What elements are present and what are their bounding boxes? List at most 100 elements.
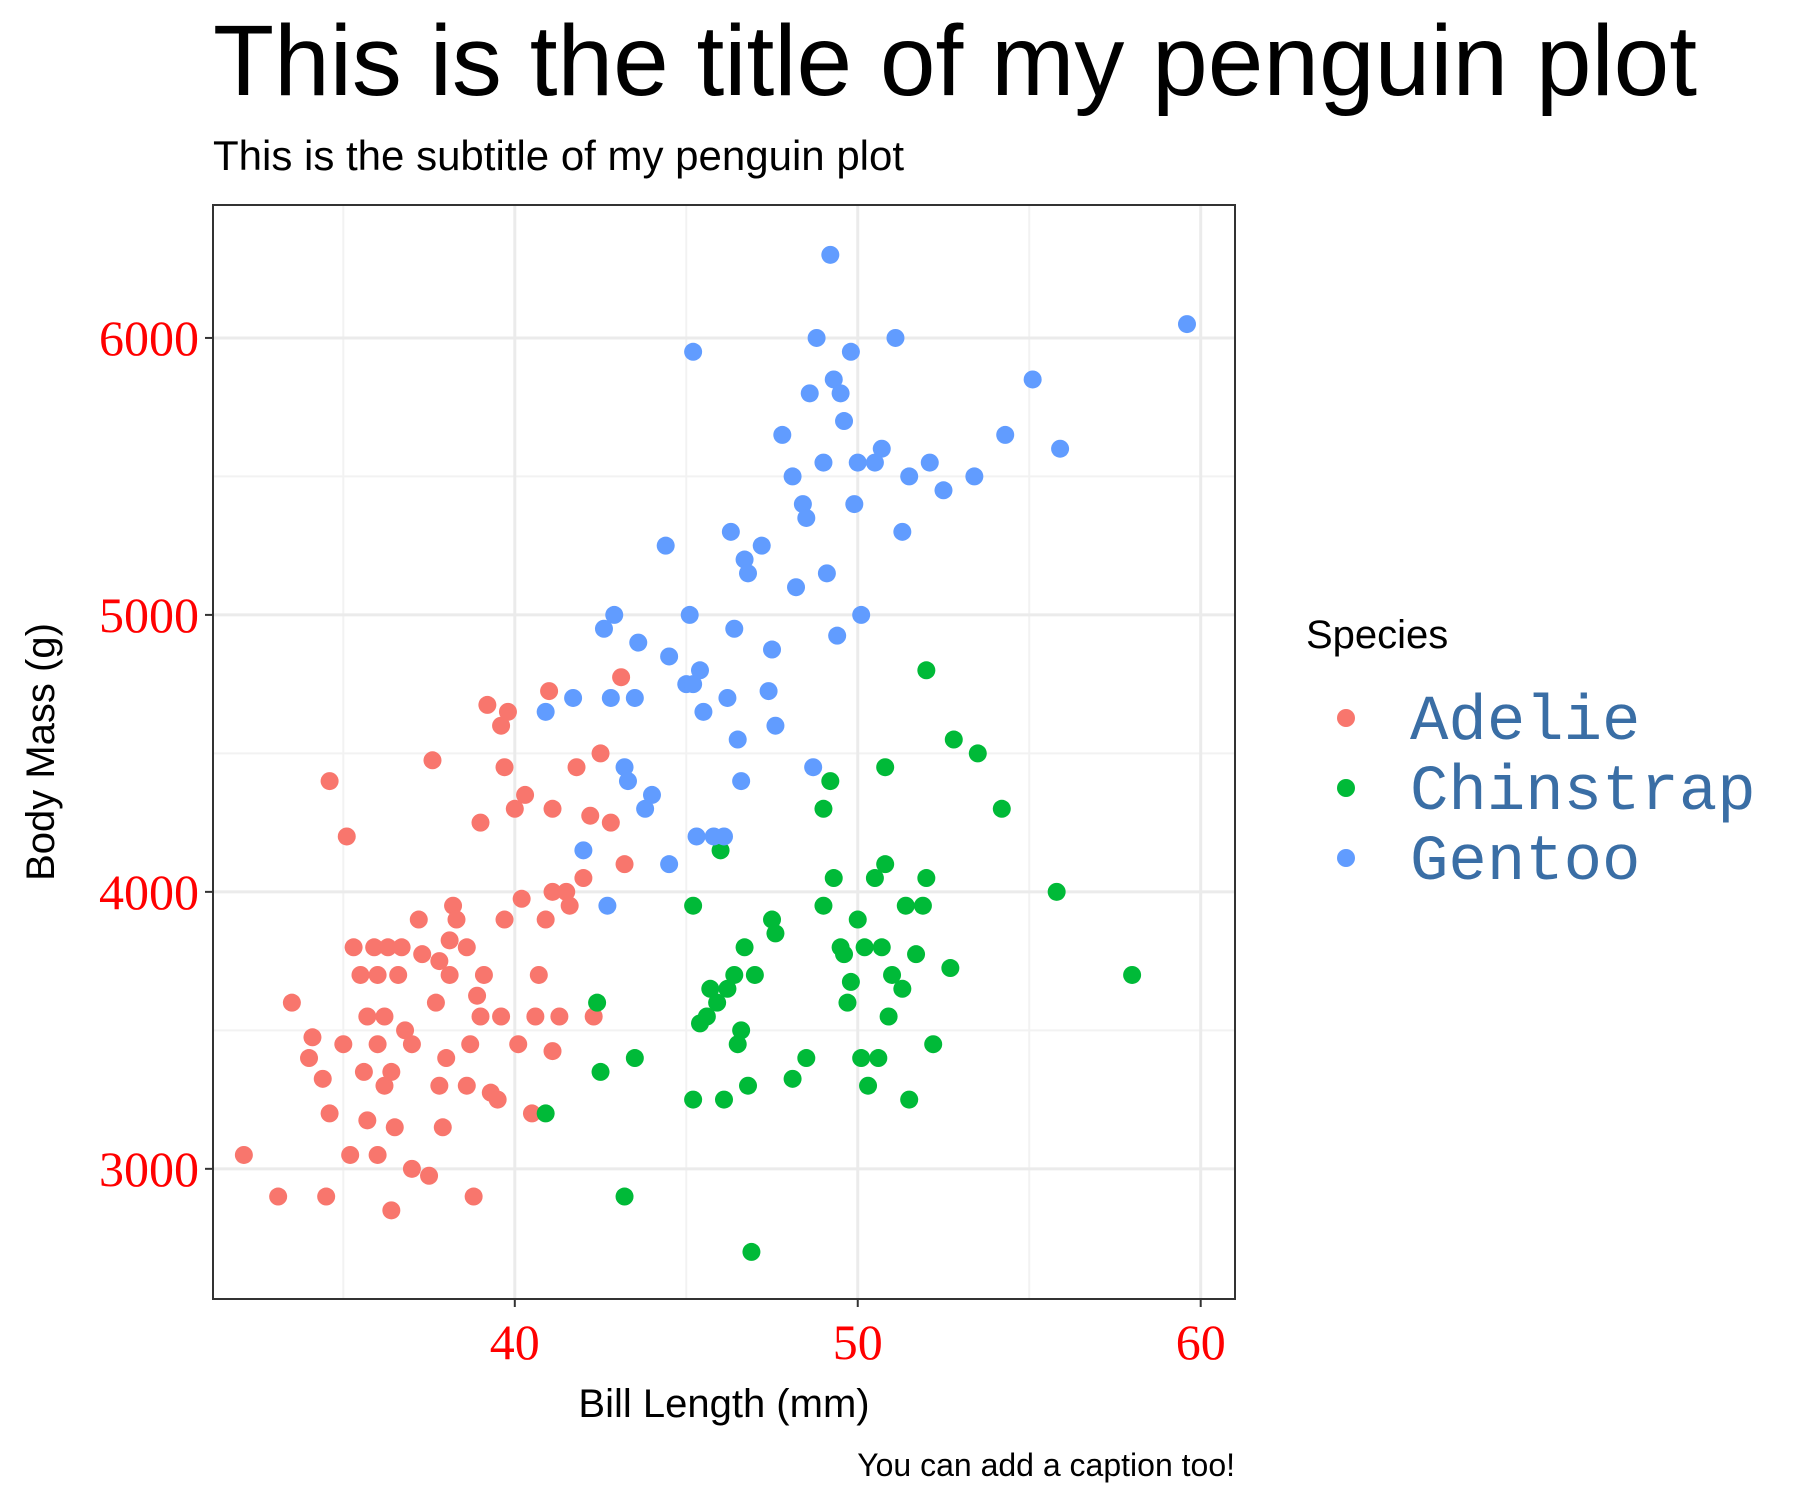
data-point-adelie [550, 1007, 569, 1026]
data-point-gentoo [732, 772, 751, 791]
data-point-adelie [341, 1145, 360, 1164]
data-point-chinstrap [1047, 882, 1066, 901]
data-point-adelie [584, 1007, 603, 1026]
data-point-adelie [368, 1035, 387, 1054]
data-point-gentoo [817, 564, 836, 583]
data-point-chinstrap [701, 979, 720, 998]
data-point-chinstrap [992, 799, 1011, 818]
data-point-adelie [543, 882, 562, 901]
data-point-adelie [612, 668, 631, 687]
data-point-chinstrap [913, 896, 932, 915]
data-point-chinstrap [728, 1035, 747, 1054]
data-point-chinstrap [838, 993, 857, 1012]
data-point-chinstrap [900, 1090, 919, 1109]
data-point-adelie [495, 758, 514, 777]
data-point-chinstrap [848, 910, 867, 929]
data-point-gentoo [574, 841, 593, 860]
y-tick-label: 5000 [99, 587, 199, 643]
y-axis-title: Body Mass (g) [19, 623, 63, 881]
data-point-gentoo [694, 702, 713, 721]
y-tick-label: 4000 [99, 864, 199, 920]
data-point-adelie [437, 1049, 456, 1068]
legend-key-gentoo [1337, 849, 1355, 867]
data-point-gentoo [721, 522, 740, 541]
plot-background [213, 205, 1235, 1299]
data-point-gentoo [687, 827, 706, 846]
data-point-adelie [385, 1118, 404, 1137]
data-point-adelie [522, 1104, 541, 1123]
data-point-chinstrap [883, 965, 902, 984]
data-point-gentoo [725, 619, 744, 638]
data-point-gentoo [807, 328, 826, 347]
data-point-adelie [426, 993, 445, 1012]
data-point-adelie [368, 965, 387, 984]
data-point-adelie [615, 855, 634, 874]
data-point-gentoo [845, 495, 864, 514]
data-point-gentoo [763, 640, 782, 659]
data-point-adelie [420, 1166, 439, 1185]
data-point-adelie [402, 1035, 421, 1054]
data-point-gentoo [636, 799, 655, 818]
data-point-chinstrap [783, 1069, 802, 1088]
data-point-adelie [478, 695, 497, 714]
data-point-adelie [375, 1076, 394, 1095]
data-point-adelie [413, 945, 432, 964]
data-point-adelie [430, 952, 449, 971]
data-point-gentoo [872, 439, 891, 458]
data-point-gentoo [690, 661, 709, 680]
data-point-chinstrap [697, 1007, 716, 1026]
data-point-adelie [567, 758, 586, 777]
data-point-gentoo [1177, 315, 1196, 334]
legend-label-chinstrap: Chinstrap [1410, 757, 1756, 829]
data-point-adelie [444, 896, 463, 915]
data-point-adelie [396, 1021, 415, 1040]
data-point-chinstrap [766, 924, 785, 943]
data-point-gentoo [536, 702, 555, 721]
data-point-gentoo [715, 827, 733, 846]
x-tick-label: 40 [490, 1314, 540, 1370]
data-point-adelie [574, 869, 593, 888]
data-point-adelie [269, 1187, 288, 1206]
major-gridlines [213, 205, 1235, 1299]
data-point-adelie [375, 1007, 394, 1026]
data-point-gentoo [821, 245, 840, 264]
data-point-adelie [300, 1049, 319, 1068]
chart-caption: You can add a caption too! [857, 1447, 1235, 1483]
data-point-gentoo [660, 647, 679, 666]
data-point-chinstrap [852, 1049, 871, 1068]
data-point-adelie [320, 772, 339, 791]
data-point-adelie [382, 1201, 401, 1220]
data-point-gentoo [996, 425, 1015, 444]
data-point-gentoo [773, 425, 792, 444]
data-point-chinstrap [814, 896, 833, 915]
data-point-gentoo [934, 481, 953, 500]
data-point-chinstrap [745, 965, 764, 984]
data-point-gentoo [680, 605, 699, 624]
data-point-gentoo [735, 550, 754, 569]
data-point-adelie [492, 716, 511, 735]
data-point-adelie [344, 938, 363, 957]
data-point-adelie [509, 1035, 528, 1054]
data-point-gentoo [615, 758, 634, 777]
data-point-adelie [536, 910, 555, 929]
data-point-adelie [468, 986, 487, 1005]
data-point-gentoo [787, 578, 806, 597]
chart-title: This is the title of my penguin plot [213, 5, 1697, 117]
data-point-chinstrap [821, 772, 840, 791]
data-point-adelie [378, 938, 397, 957]
data-point-gentoo [656, 536, 675, 555]
data-point-adelie [457, 938, 476, 957]
data-point-chinstrap [917, 661, 936, 680]
data-point-adelie [382, 1062, 401, 1081]
data-point-adelie [354, 1062, 373, 1081]
x-axis: 40 50 60 [490, 1299, 1226, 1370]
data-point-gentoo [804, 758, 823, 777]
data-point-adelie [492, 1007, 511, 1026]
data-point-chinstrap [536, 1104, 555, 1123]
data-point-gentoo [886, 328, 905, 347]
data-point-chinstrap [944, 730, 963, 749]
y-tick-label: 6000 [99, 310, 199, 366]
data-point-adelie [313, 1069, 332, 1088]
data-point-adelie [461, 1035, 480, 1054]
